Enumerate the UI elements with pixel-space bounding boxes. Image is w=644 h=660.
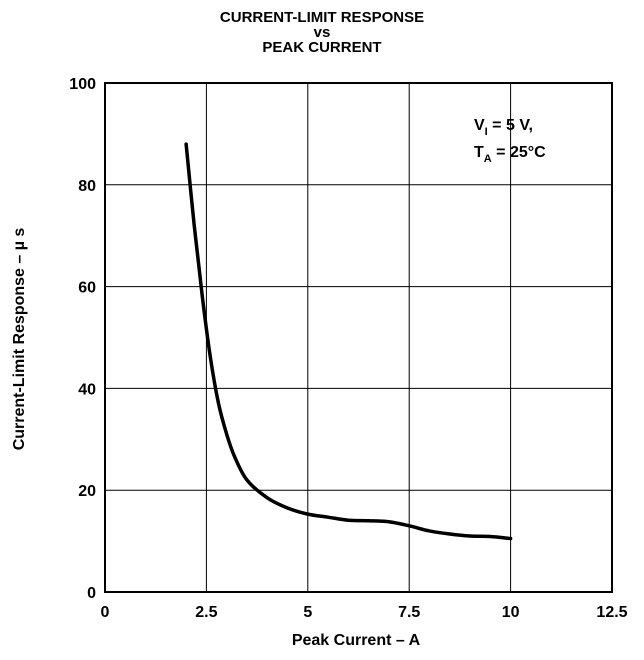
annotation-2-sub: A [484,153,492,165]
chart-title-line-2: vs [313,24,331,41]
series-line [184,142,513,541]
y-tick-label: 60 [78,280,96,297]
x-tick-label: 2.5 [195,604,217,621]
chart-title-line-3: PEAK CURRENT [262,39,382,56]
annotation-line-2: TA = 25°C [474,144,546,165]
y-tick-label: 20 [78,483,96,500]
y-tick-label: 80 [78,178,96,195]
x-tick-label: 5 [303,604,312,621]
annotation-2-main: T [474,144,484,161]
series-layer [184,142,513,541]
annotation-line-1: VI = 5 V, [474,117,533,138]
annotation-2-rest: = 25°C [492,144,546,161]
y-tick-label: 40 [78,381,96,398]
plot-frame [104,82,613,593]
y-tick-label: 0 [87,585,96,602]
annotation-1-sub: I [485,126,488,138]
x-tick-label: 0 [101,604,110,621]
x-axis-label: Peak Current – A [292,632,421,649]
tick-labels-layer: 0 2.5 5 7.5 10 12.5 0 20 40 60 80 100 [69,76,627,621]
annotation-1-main: V [474,117,485,134]
x-tick-label: 7.5 [398,604,420,621]
chart-title-line-1: CURRENT-LIMIT RESPONSE [219,9,425,26]
y-tick-label: 100 [69,76,96,93]
x-tick-label: 12.5 [596,604,627,621]
annotation-1-rest: = 5 V, [488,117,533,134]
y-axis-label: Current-Limit Response – µ s [11,228,28,451]
x-tick-label: 10 [502,604,520,621]
